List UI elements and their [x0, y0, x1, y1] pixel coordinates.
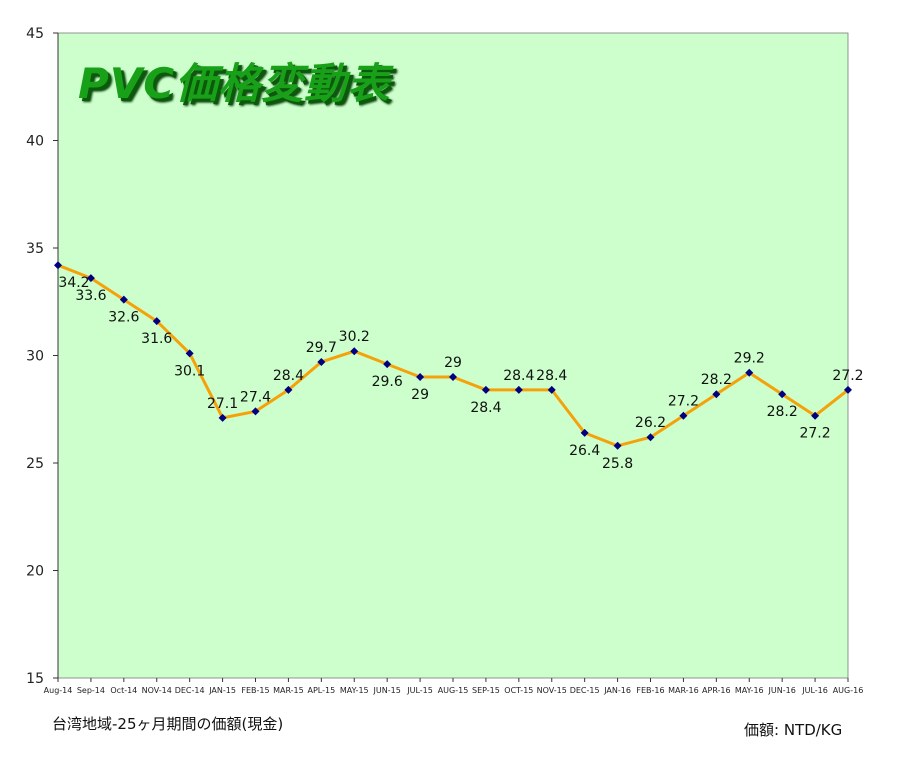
data-label: 26.4: [569, 443, 600, 459]
data-label: 27.2: [668, 394, 699, 410]
data-label: 30.2: [339, 329, 370, 345]
data-point: [152, 317, 161, 326]
data-label: 29.2: [734, 351, 765, 367]
x-tick-label: MAY-15: [340, 686, 369, 695]
x-tick-label: NOV-14: [142, 686, 172, 695]
data-point: [317, 357, 326, 366]
data-point: [119, 295, 128, 304]
data-label: 26.2: [635, 415, 666, 431]
footnote-region-period: 台湾地域-25ヶ月期間の価額(現金): [52, 715, 284, 733]
data-label: 30.1: [174, 363, 205, 379]
data-label: 27.4: [240, 389, 271, 405]
x-tick-label: FEB-16: [636, 686, 664, 695]
x-tick-label: JUN-16: [768, 686, 796, 695]
data-label: 29.6: [372, 374, 403, 390]
data-label: 28.2: [701, 372, 732, 388]
data-label: 29: [411, 387, 429, 403]
data-point: [416, 373, 425, 381]
y-tick-label: 30: [26, 349, 44, 365]
y-tick-label: 40: [26, 134, 44, 150]
data-label: 27.2: [832, 368, 863, 384]
x-tick-label: APL-15: [307, 686, 335, 695]
data-point: [218, 413, 227, 422]
data-label: 28.4: [536, 368, 567, 384]
data-point: [580, 428, 589, 437]
data-point: [844, 385, 852, 394]
data-label: 28.4: [503, 368, 534, 384]
data-point: [679, 411, 688, 420]
data-point: [251, 407, 260, 416]
data-point: [514, 385, 523, 394]
y-tick-label: 35: [26, 241, 44, 257]
x-tick-label: DEC-15: [570, 686, 600, 695]
y-tick-label: 45: [26, 26, 44, 42]
data-label: 27.2: [799, 426, 830, 442]
x-tick-label: JAN-15: [208, 686, 236, 695]
y-tick-label: 20: [26, 564, 44, 580]
data-point: [350, 347, 359, 356]
data-point: [284, 385, 293, 394]
x-tick-label: JUL-15: [406, 686, 433, 695]
x-tick-label: AUG-16: [833, 686, 864, 695]
x-tick-label: JUL-16: [801, 686, 828, 695]
x-tick-label: JAN-16: [603, 686, 631, 695]
data-point: [811, 411, 820, 420]
footnote-price-unit: 価額: NTD/KG: [744, 721, 843, 739]
data-point: [646, 433, 655, 442]
data-point: [547, 385, 556, 394]
data-label: 29.7: [306, 340, 337, 356]
data-point: [185, 349, 194, 358]
data-point: [613, 441, 622, 450]
x-tick-label: OCT-15: [504, 686, 533, 695]
x-tick-label: SEP-15: [472, 686, 500, 695]
x-tick-label: MAR-15: [273, 686, 304, 695]
x-tick-label: Aug-14: [44, 686, 73, 695]
data-point: [481, 385, 490, 394]
x-tick-label: Oct-14: [110, 686, 137, 695]
data-label: 32.6: [108, 310, 139, 326]
data-point: [86, 274, 95, 283]
chart-title: PVC価格変動表: [78, 59, 391, 108]
data-label: 34.2: [58, 275, 89, 291]
x-tick-label: DEC-14: [175, 686, 205, 695]
data-label: 27.1: [207, 396, 238, 412]
x-tick-label: JUN-15: [373, 686, 401, 695]
data-point: [712, 390, 721, 399]
data-label: 28.4: [470, 400, 501, 416]
x-tick-label: MAY-16: [735, 686, 764, 695]
x-tick-label: MAR-16: [668, 686, 699, 695]
data-label: 29: [444, 355, 462, 371]
data-point: [778, 390, 787, 399]
data-point: [449, 373, 457, 381]
data-label: 28.2: [767, 404, 798, 420]
x-tick-label: Sep-14: [77, 686, 105, 695]
data-point: [54, 261, 62, 270]
x-tick-label: AUG-15: [438, 686, 469, 695]
data-label: 33.6: [75, 288, 106, 304]
data-label: 25.8: [602, 456, 633, 472]
y-tick-label: 15: [26, 671, 44, 687]
data-point: [383, 360, 392, 369]
data-label: 28.4: [273, 368, 304, 384]
y-tick-label: 25: [26, 456, 44, 472]
x-tick-label: FEB-15: [241, 686, 269, 695]
data-point: [745, 368, 754, 377]
data-label: 31.6: [141, 331, 172, 347]
x-tick-label: NOV-15: [537, 686, 567, 695]
x-tick-label: APR-16: [702, 686, 731, 695]
